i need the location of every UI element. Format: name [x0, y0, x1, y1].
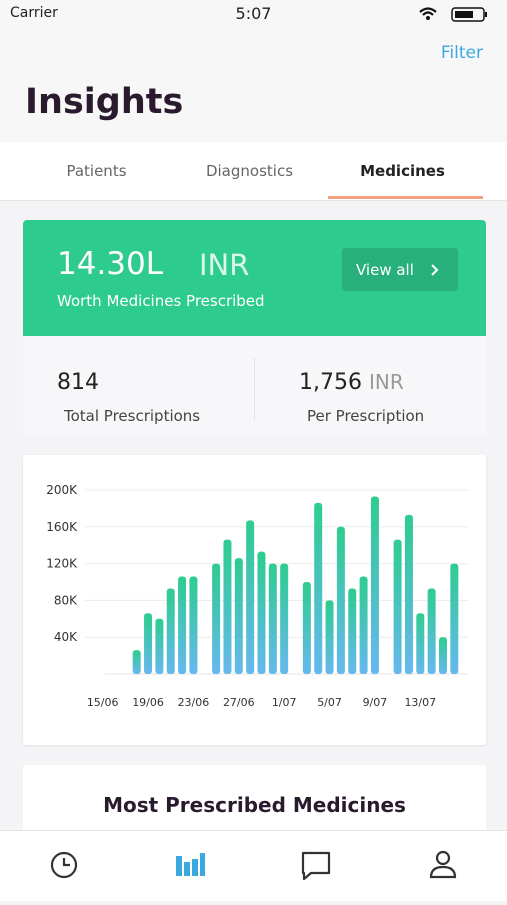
tab-active[interactable]: Medicines: [360, 162, 445, 180]
bar: [246, 520, 255, 674]
history-icon[interactable]: [50, 851, 78, 879]
x-tick-label: 9/07: [363, 696, 388, 709]
x-tick-label: 19/06: [132, 696, 164, 709]
status-icons: [419, 7, 487, 22]
bar: [132, 650, 141, 674]
bar: [336, 526, 345, 674]
stat-value: 814: [57, 370, 99, 395]
bar: [450, 563, 459, 674]
x-tick-label: 5/07: [317, 696, 342, 709]
profile-icon[interactable]: [429, 850, 457, 879]
chart-card: 40K 80K 120K 160K 200K 15/06 19/06 23/06 27/06 1/…: [23, 455, 486, 745]
x-tick-label: 13/07: [404, 696, 436, 709]
stat-label: Per Prescription: [307, 407, 425, 425]
bar: [359, 576, 368, 674]
y-tick-label: 80K: [54, 593, 78, 607]
bar: [302, 582, 311, 674]
caption: Worth Medicines Prescribed: [57, 292, 265, 310]
y-tick-label: 200K: [46, 483, 78, 497]
stats-row: 814 Total Prescriptions 1,756 INR Per Pr…: [23, 336, 486, 436]
chevron: [431, 264, 439, 276]
amount: 14.30L: [57, 246, 164, 282]
bar: [438, 637, 447, 674]
bar: [166, 588, 175, 674]
bar: [144, 613, 153, 674]
summary-card: 14.30L INR Worth Medicines Prescribed Vi…: [23, 220, 486, 336]
tab[interactable]: Diagnostics: [205, 162, 294, 180]
bottom-nav: [0, 830, 507, 901]
bar: [416, 613, 425, 674]
tab-indicator: [328, 196, 483, 199]
tab[interactable]: Patients: [66, 162, 127, 180]
bar: [189, 576, 198, 674]
x-tick-label: 15/06: [87, 696, 119, 709]
time: 5:07: [235, 4, 272, 23]
stat-number: 1,756: [299, 370, 362, 395]
bar: [178, 576, 187, 674]
bar: [348, 588, 357, 674]
bar: [404, 514, 413, 674]
section-title: Most Prescribed Medicines: [103, 793, 406, 817]
view-all-button[interactable]: View all: [342, 248, 458, 291]
y-tick-label: 160K: [46, 520, 78, 534]
bar: [280, 563, 289, 674]
tab-bar: Patients Diagnostics Medicines: [0, 142, 507, 201]
bar: [155, 618, 164, 674]
nav-icons: [50, 850, 457, 881]
currency: INR: [199, 248, 250, 282]
bar: [268, 563, 277, 674]
y-tick-label: 120K: [46, 557, 78, 571]
divider: [254, 358, 255, 420]
carrier: Carrier: [10, 5, 58, 21]
bar: [257, 551, 266, 674]
bar: [393, 539, 402, 674]
filter-button[interactable]: Filter: [440, 43, 483, 63]
page-title: Insights: [25, 82, 184, 122]
x-tick-label: 27/06: [223, 696, 255, 709]
y-tick-label: 40K: [54, 630, 78, 644]
header: Filter Insights: [0, 30, 507, 142]
messages-icon[interactable]: [301, 851, 331, 881]
stat-unit: INR: [368, 370, 404, 394]
button-label: View all: [356, 261, 414, 279]
bar: [427, 588, 436, 674]
status-bar: Carrier 5:07: [0, 0, 507, 30]
bar: [223, 539, 232, 674]
bar: [325, 600, 334, 674]
x-tick-label: 23/06: [178, 696, 210, 709]
stat-label: Total Prescriptions: [64, 407, 201, 425]
stat-value: 1,756 INR: [299, 370, 404, 395]
bar: [234, 558, 243, 674]
x-tick-label: 1/07: [272, 696, 297, 709]
insights-icon[interactable]: [176, 853, 205, 876]
bar: [212, 563, 221, 674]
bar: [314, 502, 323, 674]
bar: [370, 496, 379, 674]
chart: 40K 80K 120K 160K 200K 15/06 19/06 23/06 27/06 1/…: [46, 483, 468, 709]
